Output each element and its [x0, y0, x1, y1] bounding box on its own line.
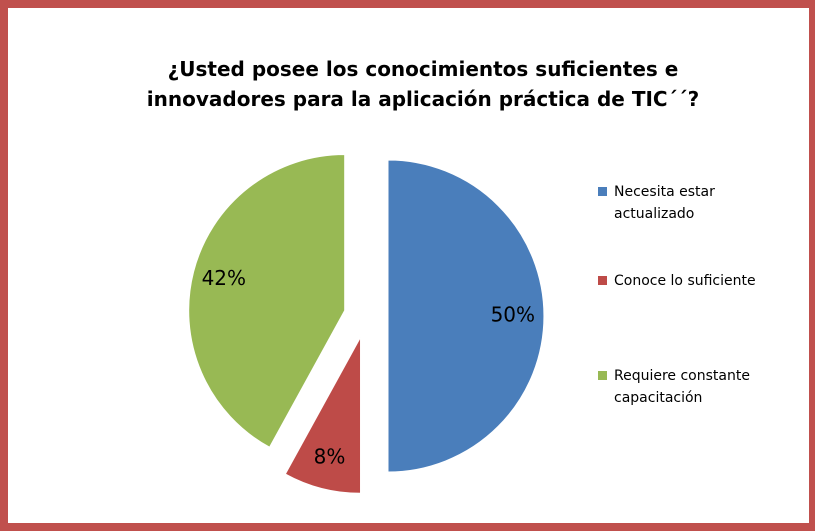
pie-slice [284, 337, 362, 494]
legend-item: Requiere constante capacitación [598, 365, 798, 409]
legend-label: Requiere constante capacitación [614, 368, 750, 406]
legend-swatch [598, 187, 607, 196]
legend-label: Necesita estar actualizado [614, 184, 715, 222]
data-label: 50% [491, 303, 535, 327]
legend-label: Conoce lo suficiente [614, 273, 756, 289]
legend-item: Necesita estar actualizado [598, 181, 798, 225]
legend-item: Conoce lo suficiente [598, 270, 798, 292]
data-label: 8% [314, 445, 346, 469]
legend-swatch [598, 276, 607, 285]
pie-slice [188, 154, 346, 448]
chart-title: ¿Usted posee los conocimientos suficient… [146, 57, 700, 111]
legend-swatch [598, 371, 607, 380]
data-label: 42% [202, 266, 246, 290]
pie-slice [387, 159, 545, 473]
